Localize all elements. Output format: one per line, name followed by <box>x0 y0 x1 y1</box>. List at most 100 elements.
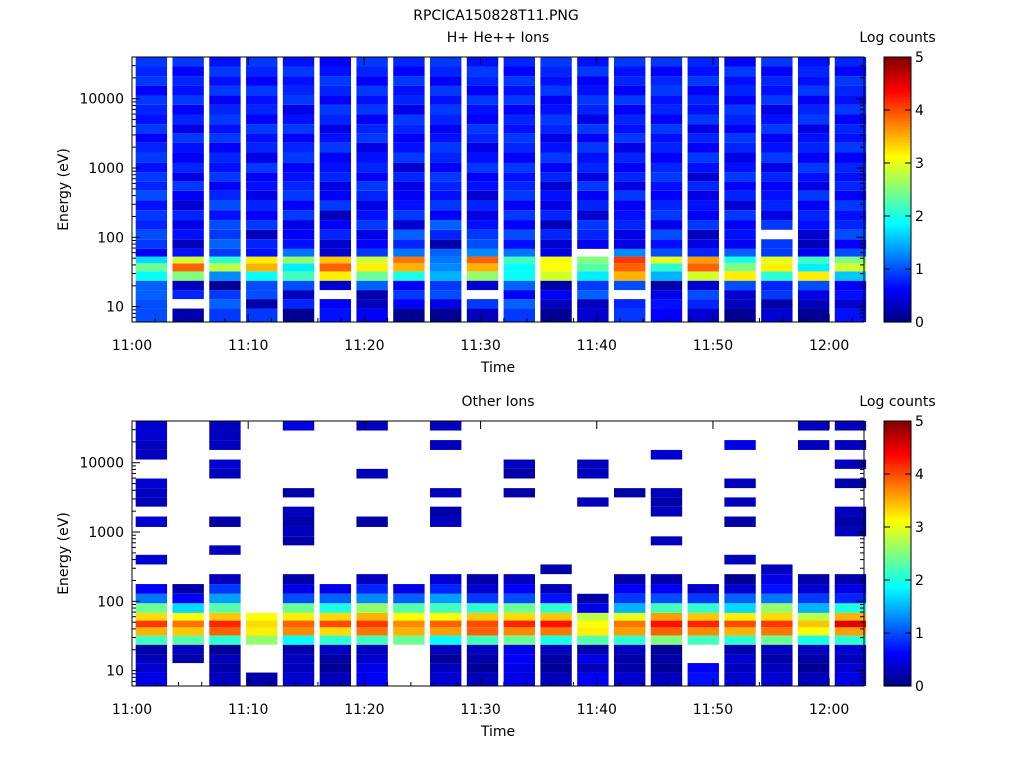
colorbar-step <box>884 239 911 244</box>
colorbar-step <box>884 659 911 663</box>
heatmap-cell <box>650 239 683 249</box>
heatmap-cell <box>724 181 756 191</box>
colorbar-tick-label: 2 <box>915 209 924 225</box>
heatmap-cell <box>761 66 793 77</box>
heatmap-cell <box>577 95 609 105</box>
colorbar-step <box>884 667 911 671</box>
heatmap-cell <box>724 152 756 163</box>
heatmap-cell <box>761 635 793 645</box>
heatmap-cell <box>393 220 425 230</box>
colorbar-frame <box>883 56 912 323</box>
heatmap-cell <box>282 584 315 594</box>
heatmap-cell <box>650 620 683 628</box>
heatmap-cell <box>319 200 352 211</box>
heatmap-cell <box>282 190 315 201</box>
colorbar-step <box>884 94 911 98</box>
heatmap-cell <box>761 142 793 153</box>
heatmap-cell <box>687 210 719 221</box>
heatmap-cell <box>577 142 609 153</box>
heatmap-cell <box>466 263 499 272</box>
heatmap-cell <box>319 239 352 249</box>
heatmap-cell <box>466 612 499 621</box>
heatmap-cell <box>503 190 535 201</box>
colorbar-step <box>884 527 911 531</box>
heatmap-cell <box>650 672 683 686</box>
colorbar-step <box>884 208 911 212</box>
heatmap-cell <box>687 612 719 621</box>
heatmap-cell <box>135 497 168 507</box>
heatmap-cell <box>246 290 278 300</box>
heatmap-cell <box>209 516 241 527</box>
heatmap-cell <box>614 612 646 621</box>
heatmap-cell <box>172 66 204 77</box>
heatmap-cell <box>503 271 535 281</box>
heatmap-cell <box>209 181 241 191</box>
heatmap-cell <box>430 603 462 613</box>
heatmap-cell <box>503 280 535 291</box>
heatmap-cell <box>577 239 609 249</box>
colorbar-step <box>884 627 911 631</box>
heatmap-cell <box>209 142 241 153</box>
heatmap-cell <box>761 114 793 125</box>
heatmap-cell <box>797 644 830 655</box>
heatmap-cell <box>356 95 388 105</box>
heatmap-cell <box>577 620 609 628</box>
heatmap-cell <box>687 104 719 115</box>
colorbar-step <box>884 505 911 510</box>
heatmap-cell <box>393 124 425 134</box>
heatmap-cell <box>172 239 204 249</box>
colorbar-step <box>884 452 911 457</box>
heatmap-cell <box>246 229 278 240</box>
heatmap-cell <box>577 635 609 645</box>
x-tick-label: 11:30 <box>460 702 500 718</box>
heatmap-cell <box>687 603 719 613</box>
heatmap-cell <box>540 644 572 655</box>
colorbar-step <box>884 619 911 623</box>
heatmap-cell <box>724 290 756 300</box>
heatmap-cell <box>614 248 646 257</box>
colorbar-step <box>884 489 911 494</box>
heatmap-cell <box>135 644 168 655</box>
heatmap-cell <box>209 644 241 655</box>
heatmap-cell <box>319 152 352 163</box>
heatmap-cell <box>577 672 609 686</box>
heatmap-cell <box>209 635 241 645</box>
heatmap-cell <box>797 593 830 604</box>
colorbar-step <box>884 70 911 74</box>
colorbar-step <box>884 178 911 183</box>
heatmap-cell <box>319 172 352 182</box>
colorbar-step <box>884 503 911 507</box>
heatmap-cell <box>172 76 204 86</box>
heatmap-cell <box>577 66 609 77</box>
heatmap-cell <box>577 263 609 272</box>
heatmap-cell <box>135 66 168 77</box>
heatmap-cell <box>356 516 388 527</box>
heatmap-cell <box>761 290 793 300</box>
heatmap-cell <box>356 210 388 221</box>
colorbar-step <box>884 176 911 180</box>
colorbar-step <box>884 497 911 502</box>
colorbar-step <box>884 160 911 164</box>
heatmap-cell <box>209 459 241 469</box>
heatmap-cell <box>614 256 646 264</box>
heatmap-cell <box>135 210 168 221</box>
heatmap-cell <box>430 290 462 300</box>
heatmap-cell <box>135 612 168 621</box>
heatmap-cell <box>834 290 867 300</box>
heatmap-cell <box>246 620 278 628</box>
heatmap-cell <box>834 152 867 163</box>
heatmap-cell <box>209 162 241 173</box>
colorbar-step <box>884 102 911 106</box>
heatmap-cell <box>135 620 168 628</box>
heatmap-cell <box>172 220 204 230</box>
heatmap-cell <box>834 85 867 96</box>
heatmap-cell <box>135 76 168 86</box>
colorbar-step <box>884 62 911 66</box>
heatmap-cell <box>724 478 756 489</box>
heatmap-cell <box>540 239 572 249</box>
colorbar-step <box>884 200 911 204</box>
heatmap-cell <box>797 248 830 257</box>
colorbar-step <box>884 173 911 177</box>
heatmap-cell <box>834 104 867 115</box>
y-tick-label: 1000 <box>88 161 124 177</box>
